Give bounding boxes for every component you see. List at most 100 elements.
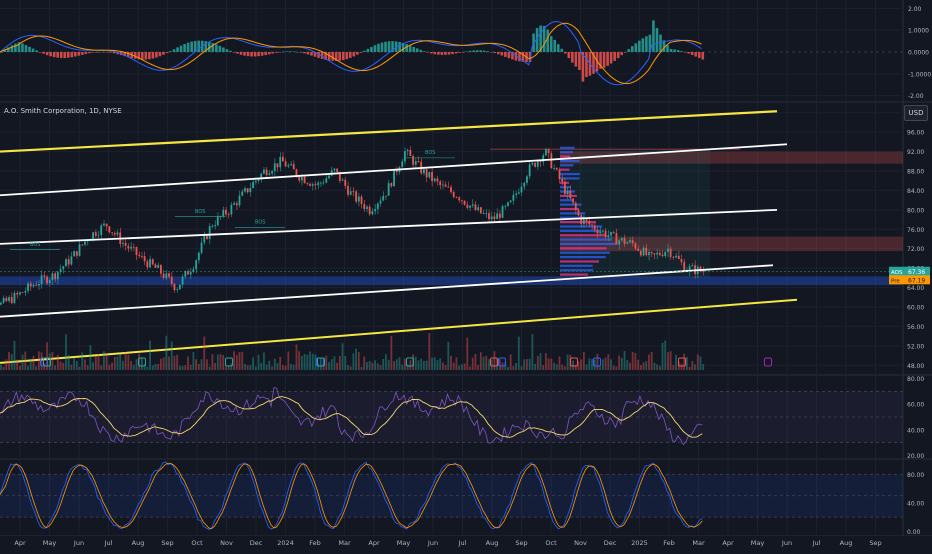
volume-bar [390,335,393,370]
price-candle [669,248,672,257]
macd-histogram-bar [437,52,440,55]
volume-bar [536,355,539,370]
price-candle [469,205,471,208]
volume-bar [46,342,48,370]
price-candle [520,186,523,193]
volume-bar [62,362,65,370]
price-candle [254,180,257,183]
event-marker-icon [406,357,414,367]
macd-histogram-bar [246,52,250,57]
currency-button[interactable]: USD [904,105,928,121]
volume-bar [582,351,585,370]
price-candle [517,192,520,194]
macd-histogram-bar [655,27,659,52]
volume-bar [97,354,100,370]
price-candle [192,269,195,272]
macd-tick-label: 0.0000 [908,50,929,57]
volume-profile-bar [560,238,612,241]
rsi-ma-line [0,396,703,438]
macd-histogram-bar [81,52,84,55]
price-tick-label: 60.00 [907,305,924,312]
price-candle [498,213,501,218]
price-candle [623,238,626,244]
volume-bar [675,354,677,370]
price-candle [648,251,650,256]
volume-bar [680,363,683,370]
volume-bar [254,366,257,370]
price-candle [385,195,387,197]
volume-profile-bar [560,207,579,211]
volume-bar [214,363,217,370]
volume-bar [103,351,105,370]
volume-bar [246,365,249,370]
price-candle [561,179,564,182]
price-candle [409,149,412,157]
macd-histogram-bar [303,52,306,54]
volume-bar [13,340,16,370]
price-candle [13,292,16,304]
macd-histogram-bar [299,52,303,53]
price-candle [599,231,602,234]
volume-bar [35,366,38,370]
macd-histogram-bar [264,52,267,56]
macd-histogram-bar [673,49,676,52]
macd-histogram-bar [133,52,137,59]
time-axis-label: Mar [692,539,705,547]
price-candle [67,259,70,265]
price-candle [214,225,217,227]
macd-histogram-bar [613,52,616,61]
macd-histogram-bar [567,52,571,59]
price-candle [81,244,84,246]
stochastic-tick-label: 0.00 [907,529,921,536]
time-axis-label: Oct [545,539,557,547]
price-candle [257,179,260,181]
macd-histogram-bar [74,52,77,57]
volume-bar [398,357,401,370]
macd-histogram-bar [662,40,666,52]
price-candle [10,297,13,304]
price-candle [62,266,65,270]
event-marker-icon [317,357,325,367]
price-candle [642,247,645,256]
volume-bar [130,361,132,370]
price-candle [574,202,577,210]
price-candle [206,235,208,240]
price-candle [154,264,157,268]
volume-bar [208,366,211,370]
volume-profile-bar [560,168,570,171]
volume-bar [599,366,602,370]
macd-histogram-bar [419,49,423,52]
volume-bar [667,352,669,370]
macd-histogram-bar [151,52,155,59]
macd-histogram-bar [91,52,95,53]
price-candle [227,214,230,216]
volume-bar [165,335,168,370]
price-candle [111,232,113,234]
price-candle [572,198,574,203]
price-candle [116,232,119,235]
macd-histogram-bar [70,52,74,58]
volume-bar [341,343,344,370]
macd-histogram-bar [578,52,581,70]
volume-profile-bar [560,242,617,246]
macd-histogram-bar [317,52,320,58]
macd-histogram-bar [697,52,701,59]
macd-histogram-bar [63,52,67,59]
volume-bar [325,355,328,370]
macd-histogram-bar [102,51,105,53]
volume-bar [328,362,330,370]
macd-histogram-bar [52,52,56,58]
price-candle [431,172,433,182]
macd-histogram-bar [444,52,447,55]
volume-bar [653,362,656,370]
price-candle [395,169,398,173]
macd-histogram-bar [278,52,282,53]
price-tick-label: 92.00 [907,149,924,156]
volume-bar [92,362,94,370]
price-tick-label: 48.00 [907,363,924,370]
macd-histogram-bar [606,52,609,66]
macd-histogram-bar [623,52,627,53]
volume-bar [691,361,694,370]
macd-histogram-bar [556,44,560,52]
